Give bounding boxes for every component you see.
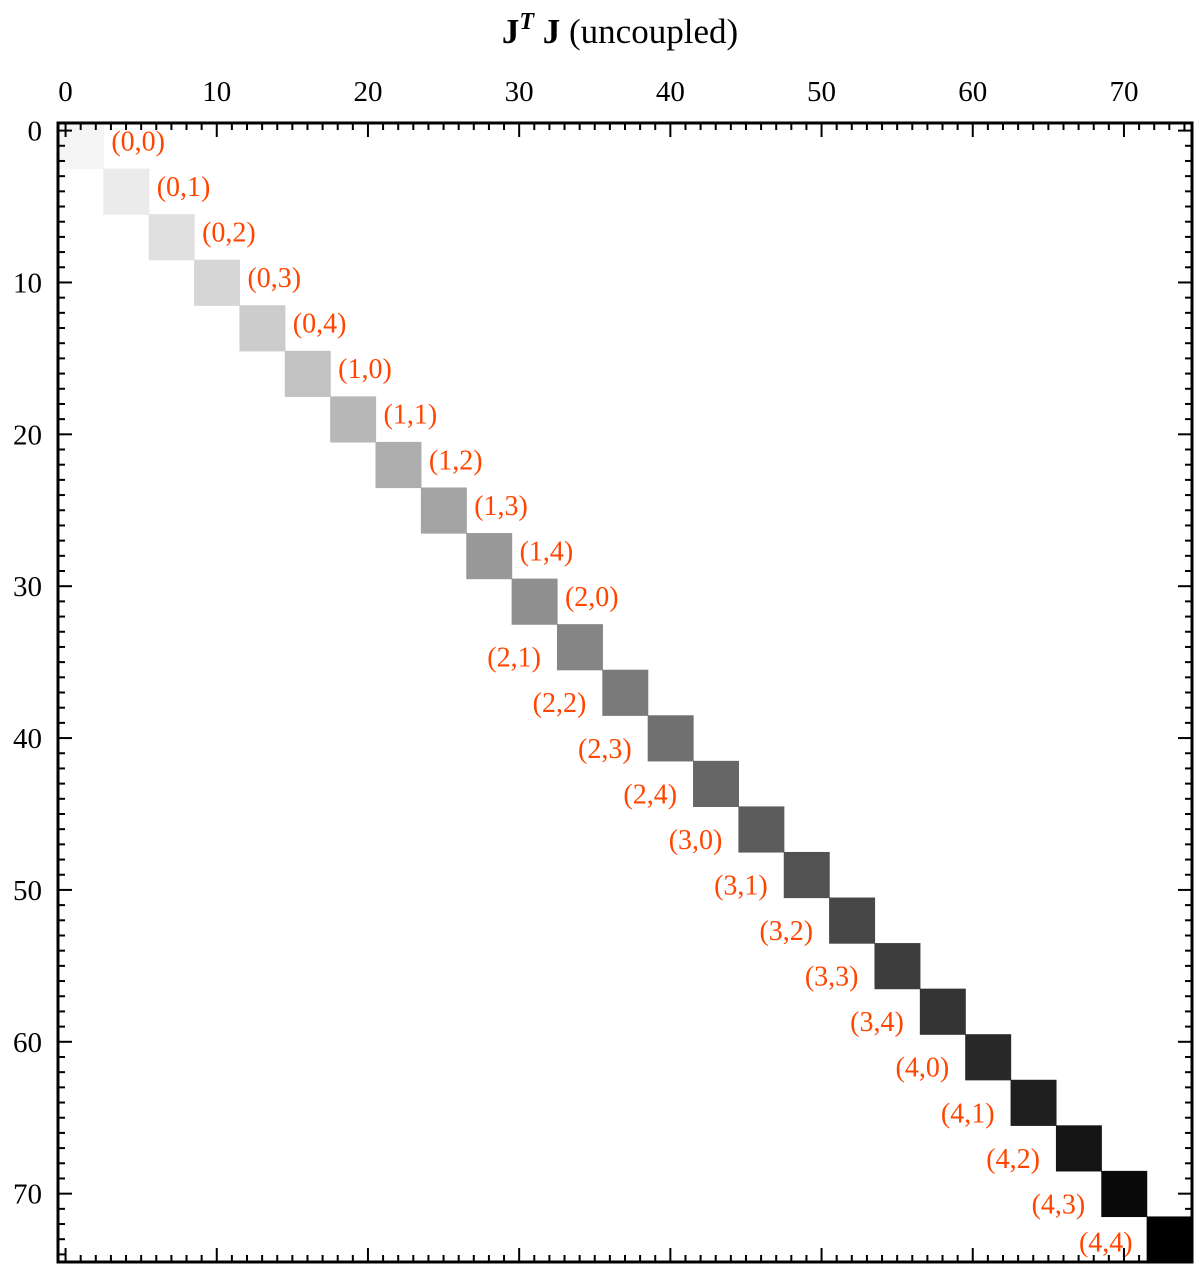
block-label: (1,2)	[429, 445, 483, 476]
block-label: (2,2)	[533, 688, 587, 719]
block-label: (0,3)	[247, 263, 301, 294]
block-labels-layer: (0,0) (0,1) (0,2) (0,3) (0,4) (1,0) (1,1) (1,2)…	[111, 126, 1132, 1258]
block-label: (3,4)	[850, 1007, 904, 1038]
block-label: (0,0)	[111, 126, 165, 157]
block-label: (2,0)	[565, 582, 619, 613]
y-tick-label: 70	[13, 1179, 42, 1211]
matrix-block	[829, 897, 876, 944]
title-spacer	[534, 12, 543, 51]
block-label: (1,1)	[384, 400, 438, 431]
y-tick-label: 60	[13, 1027, 42, 1059]
block-label: (3,0)	[669, 825, 723, 856]
title-superscript: T	[519, 9, 535, 35]
blocks-layer	[58, 123, 1193, 1263]
block-label: (4,2)	[986, 1144, 1040, 1175]
block-label: (3,1)	[714, 870, 768, 901]
block-label: (1,3)	[474, 491, 528, 522]
block-label: (0,2)	[202, 217, 256, 248]
matrix-block	[874, 943, 921, 990]
matrix-block	[693, 760, 739, 807]
y-tick-label: 30	[13, 571, 42, 603]
block-label: (0,1)	[157, 172, 211, 203]
block-label: (3,3)	[805, 962, 859, 993]
title-matrix-2: J	[543, 12, 561, 51]
matrix-block	[1146, 1216, 1193, 1263]
block-label: (4,3)	[1032, 1189, 1086, 1220]
matrix-block	[1055, 1125, 1102, 1172]
block-label: (4,0)	[896, 1053, 950, 1084]
matrix-block	[148, 214, 195, 261]
block-label: (1,4)	[520, 536, 574, 567]
matrix-block	[103, 168, 150, 215]
title-suffix: (uncoupled)	[569, 12, 738, 51]
plot-frame	[56, 121, 1194, 1264]
matrix-block	[239, 305, 286, 352]
block-label: (0,4)	[293, 309, 347, 340]
block-label: (4,1)	[941, 1098, 995, 1129]
matrix-block	[783, 851, 830, 899]
matrix-block	[1010, 1079, 1057, 1126]
block-label: (2,3)	[578, 734, 632, 765]
matrix-block	[647, 715, 694, 762]
x-tick-label: 0	[58, 76, 73, 108]
title-space-2	[560, 12, 569, 51]
y-tick-label: 20	[13, 419, 42, 451]
block-label: (2,1)	[487, 643, 541, 674]
x-tick-label: 20	[353, 76, 382, 108]
x-tick-label: 60	[958, 76, 987, 108]
matrix-block	[420, 487, 467, 534]
block-label: (3,2)	[759, 916, 813, 947]
x-tick-label: 30	[505, 76, 534, 108]
matrix-block	[965, 1034, 1012, 1081]
chart-title: JT J (uncoupled)	[502, 9, 738, 51]
matrix-block	[602, 669, 649, 716]
matrix-block	[511, 578, 558, 625]
matrix-block	[375, 441, 422, 489]
y-tick-label: 50	[13, 875, 42, 907]
y-tick-label: 40	[13, 723, 42, 755]
matrix-block	[194, 259, 241, 306]
matrix-block	[1101, 1170, 1148, 1218]
x-tick-label: 10	[202, 76, 231, 108]
matrix-block	[738, 806, 785, 853]
block-label: (2,4)	[623, 779, 677, 810]
y-tick-label: 10	[13, 267, 42, 299]
y-tick-label: 0	[28, 116, 43, 148]
block-label: (1,0)	[338, 354, 392, 385]
x-tick-label: 40	[656, 76, 685, 108]
title-matrix: J	[502, 12, 520, 51]
matrix-block	[556, 624, 603, 671]
x-tick-label: 70	[1109, 76, 1138, 108]
x-tick-label: 50	[807, 76, 836, 108]
matrix-block	[466, 533, 513, 580]
matrix-block	[919, 988, 966, 1035]
matrix-block	[330, 396, 377, 443]
matrix-block	[284, 350, 331, 397]
